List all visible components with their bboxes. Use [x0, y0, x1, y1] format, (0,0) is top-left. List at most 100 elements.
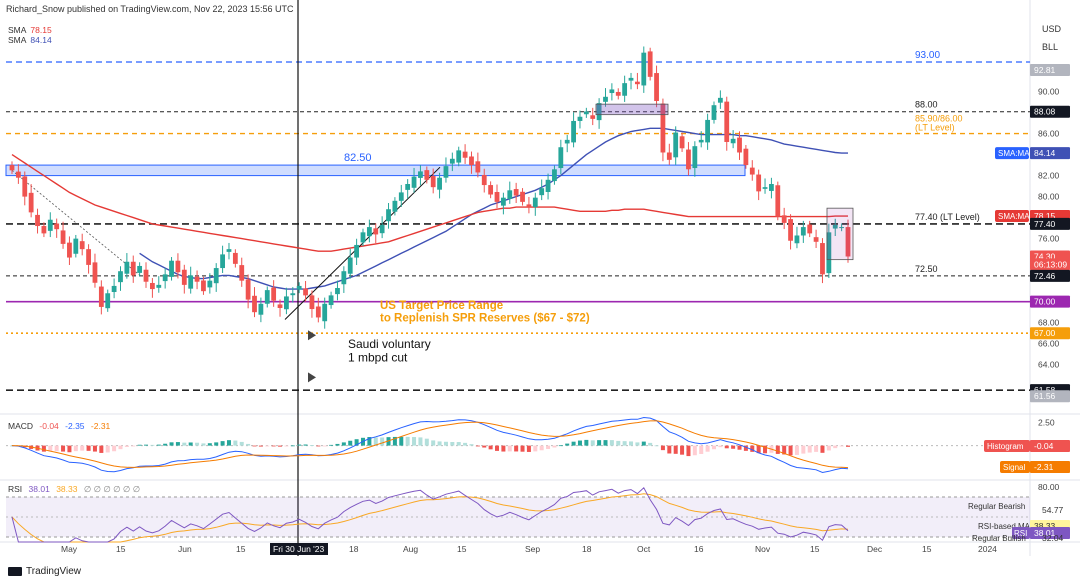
candle-body [347, 257, 353, 274]
candle-body [558, 147, 564, 169]
rsi-label: Regular Bullish [972, 534, 1026, 543]
macd-histogram-bar [750, 445, 755, 452]
price-tick: 64.00 [1038, 360, 1060, 370]
candle-body [813, 237, 819, 242]
candle-body [775, 185, 781, 217]
price-badge [1030, 217, 1070, 230]
macd-legend: MACD -0.04 -2.35 -2.31 [8, 421, 110, 431]
macd-histogram-bar [501, 445, 506, 452]
macd-histogram-bar [711, 445, 716, 450]
macd-tick: 2.50 [1038, 417, 1055, 427]
candle-body [284, 296, 289, 310]
rsi-ma-line [11, 493, 849, 543]
price-badge-text: 38.33 [1034, 521, 1056, 531]
candle-body [654, 73, 659, 102]
macd-histogram-bar [814, 445, 819, 452]
candle-body [800, 227, 806, 236]
candle-body [245, 279, 251, 300]
macd-histogram-bar [482, 445, 487, 448]
candle-body [641, 52, 647, 86]
candle-body [194, 276, 200, 282]
candle-body [118, 271, 123, 283]
candle-body [692, 146, 698, 169]
series-tag-text: RSI [1014, 529, 1027, 538]
macd-histogram-bar [424, 438, 429, 446]
rsi-label: RSI [8, 484, 23, 494]
macd-histogram-bar [86, 445, 91, 451]
candle-body [169, 260, 174, 277]
series-tag-text: SMA:MA [998, 212, 1030, 221]
macd-histogram-bar [392, 436, 397, 446]
price-tick: 86.00 [1038, 129, 1060, 139]
candle-body [596, 103, 602, 121]
macd-histogram-bar [731, 445, 736, 449]
macd-histogram-bar [163, 443, 168, 446]
candle-body [379, 224, 385, 234]
price-badge [1030, 460, 1070, 473]
macd-histogram-bar [399, 436, 404, 446]
price-tick: 66.00 [1038, 339, 1060, 349]
candle-body [820, 243, 825, 275]
candle-body [622, 83, 628, 96]
candle-body [232, 252, 238, 264]
candle-body [35, 214, 40, 227]
candle-body [9, 165, 15, 171]
candle-body [181, 269, 187, 285]
candle-body [373, 228, 379, 235]
sma1-legend: SMA 78.15 [8, 25, 52, 35]
macd-histogram-bar [622, 441, 627, 446]
price-badge [1030, 105, 1070, 118]
candle-body [124, 261, 130, 274]
rsi-badge: 54.77 [1042, 505, 1064, 515]
macd-histogram-bar [463, 442, 468, 446]
arrow-icon [308, 372, 316, 383]
macd-histogram-bar [226, 440, 231, 446]
candle-body [98, 286, 104, 307]
candle-body [315, 306, 321, 318]
macd-histogram-bar [673, 445, 678, 454]
candle-body [698, 139, 704, 143]
macd-line [11, 416, 849, 474]
rsi-placeholders: ∅ ∅ ∅ ∅ ∅ ∅ [83, 484, 141, 494]
candle-body [673, 132, 679, 158]
macd-histogram-bar [680, 445, 685, 455]
candle-body [137, 265, 143, 273]
candle-body [590, 115, 596, 119]
macd-histogram-bar [431, 440, 436, 446]
time-label: 18 [349, 544, 359, 554]
candle-body [322, 303, 328, 322]
macd-histogram-bar [233, 440, 238, 446]
zone-label: 82.50 [344, 152, 372, 164]
candle-body [149, 282, 155, 290]
price-badge [1030, 327, 1070, 340]
candle-body [603, 96, 608, 102]
candle-body [290, 293, 296, 296]
macd-histogram-bar [207, 443, 212, 446]
time-label: Sep [525, 544, 540, 554]
macd-histogram-bar [654, 445, 659, 447]
macd-histogram-bar [565, 443, 570, 446]
candle-body [360, 232, 366, 243]
macd-histogram-bar [246, 443, 251, 446]
candle-body [86, 249, 91, 265]
price-badge-text: 92.81 [1034, 65, 1056, 75]
macd-histogram-bar [520, 445, 525, 452]
candle-body [507, 190, 513, 199]
candle-body [743, 148, 749, 166]
currency-label: USD [1042, 24, 1062, 34]
macd-histogram-bar [648, 442, 653, 446]
candle-body [488, 185, 494, 195]
price-badge-text: 61.58 [1034, 385, 1056, 395]
macd-histogram-bar [131, 445, 136, 447]
candle-body [258, 303, 264, 315]
price-badge-text: 67.00 [1034, 328, 1056, 338]
candle-body [583, 111, 589, 115]
sma2-legend: SMA 84.14 [8, 35, 52, 45]
candle-body [443, 166, 449, 178]
macd-value-1: -0.04 [39, 421, 59, 431]
candle-body [469, 156, 474, 166]
macd-histogram-bar [265, 445, 270, 447]
footer-brand: TradingView [26, 566, 82, 577]
candle-body [28, 192, 34, 213]
